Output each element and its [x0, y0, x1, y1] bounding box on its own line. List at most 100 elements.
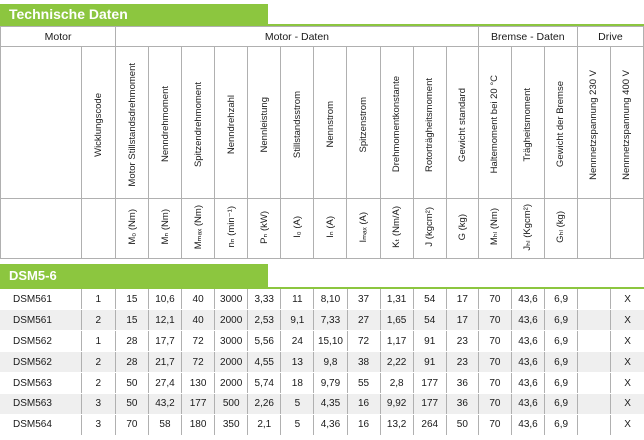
value-cell: 9,8 [313, 351, 347, 374]
value-cell: 177 [412, 393, 447, 415]
column-name-cell: Rotorträgheitsmoment [412, 46, 447, 199]
model-cell: DSM563 [0, 372, 82, 394]
value-cell: 6,9 [544, 372, 578, 394]
column-name-cell: Gewicht standard [445, 46, 479, 199]
value-cell: 17,7 [147, 330, 182, 353]
column-name-cell: Trägheitsmoment [510, 46, 545, 199]
value-cell: 43,6 [510, 393, 545, 415]
value-cell: 1,17 [379, 330, 414, 353]
column-name-cell: Nennstrom [313, 46, 348, 199]
column-name-label: Nennleistung [258, 96, 270, 153]
value-cell: 177 [412, 372, 447, 394]
model-cell: DSM562 [0, 351, 82, 374]
value-cell: 58 [147, 414, 182, 436]
value-cell: 2 [80, 372, 116, 394]
group-header-motor-daten: Motor - Daten [115, 26, 479, 47]
value-cell: 3,33 [247, 289, 281, 311]
value-cell: 24 [280, 330, 314, 353]
value-cell: 70 [477, 351, 512, 374]
column-name-cell: Nennnetzspannung 230 V [576, 46, 611, 199]
value-cell: 28 [114, 351, 149, 374]
column-units-row: M₀ (Nm) Mₙ (Nm) Mₘₐₓ (Nm) nₙ (min⁻¹) Pₙ (kW)… [0, 198, 644, 259]
column-name-label: Rotorträgheitsmoment [424, 77, 436, 172]
table-row: DSM562 1 28 17,7 72 3000 5,56 24 15,10 72 1,17 91 23… [0, 330, 644, 353]
column-name-cell: Drehmomentkonstante [379, 46, 414, 199]
column-name-cell: Stillstandsstrom [280, 46, 315, 199]
value-cell: 43,6 [510, 351, 545, 374]
column-unit-cell [609, 198, 644, 259]
column-unit-cell [81, 198, 117, 259]
value-cell: 11 [280, 289, 314, 311]
column-name-cell: Gewicht der Bremse [543, 46, 578, 199]
value-cell: 16 [346, 393, 381, 415]
column-name-label: Nennnetzspannung 230 V [588, 69, 600, 180]
value-cell: 2000 [214, 309, 248, 332]
value-cell: 6,9 [544, 330, 578, 353]
column-unit-cell [0, 198, 83, 259]
column-unit-label: Kₜ (Nm/A) [391, 206, 403, 248]
value-cell: 3000 [214, 289, 248, 311]
column-name-label: Nenndrehzahl [225, 94, 237, 155]
value-cell: 8,10 [313, 289, 347, 311]
value-cell: 50 [114, 393, 149, 415]
title-divider [0, 24, 644, 26]
value-cell [577, 393, 611, 415]
value-cell: 43,6 [510, 330, 545, 353]
value-cell: 500 [214, 393, 248, 415]
value-cell: 2,26 [247, 393, 281, 415]
value-cell: 16 [346, 414, 381, 436]
column-unit-cell: nₙ (min⁻¹) [214, 198, 249, 259]
value-cell: 2,22 [379, 351, 414, 374]
value-cell: 43,6 [510, 309, 545, 332]
value-cell [577, 372, 611, 394]
value-cell: 2000 [214, 372, 248, 394]
column-unit-label: Mₘₐₓ (Nm) [192, 204, 204, 250]
value-cell: 72 [346, 330, 381, 353]
column-unit-label: J (kgcm²) [424, 207, 436, 247]
column-unit-label: Jₕₗ (Kgcm²) [522, 203, 534, 251]
column-unit-cell: M₀ (Nm) [115, 198, 150, 259]
value-cell: 17 [445, 309, 479, 332]
value-cell: 9,1 [280, 309, 314, 332]
section-divider [0, 287, 644, 289]
column-unit-cell: Gₕₗ (kg) [543, 198, 578, 259]
value-cell: 38 [346, 351, 381, 374]
value-cell: 54 [412, 289, 447, 311]
value-cell: 5,74 [247, 372, 281, 394]
value-cell: 70 [477, 289, 512, 311]
column-name-label: Drehmomentkonstante [391, 76, 403, 173]
value-cell: 70 [477, 414, 512, 436]
column-name-cell: Nennnetzspannung 400 V [609, 46, 644, 199]
value-cell: 40 [181, 289, 215, 311]
column-unit-label: Mₕₗ (Nm) [489, 208, 501, 246]
value-cell: 70 [477, 330, 512, 353]
column-name-label: Nennnetzspannung 400 V [621, 69, 633, 180]
value-cell: 4,35 [313, 393, 347, 415]
value-cell: 23 [445, 330, 479, 353]
value-cell: 54 [412, 309, 447, 332]
value-cell: 50 [114, 372, 149, 394]
value-cell: 1 [80, 289, 116, 311]
model-cell: DSM564 [0, 414, 82, 436]
column-unit-cell: G (kg) [445, 198, 479, 259]
value-cell: 18 [280, 372, 314, 394]
model-cell: DSM563 [0, 393, 82, 415]
value-cell [577, 351, 611, 374]
value-cell: X [610, 309, 644, 332]
value-cell: 6,9 [544, 289, 578, 311]
value-cell: 12,1 [147, 309, 182, 332]
column-unit-cell: J (kgcm²) [412, 198, 447, 259]
column-name-cell: Nennleistung [247, 46, 282, 199]
column-unit-cell: Kₜ (Nm/A) [379, 198, 414, 259]
column-name-label: Spitzendrehmoment [192, 81, 204, 168]
value-cell: 9,92 [379, 393, 414, 415]
column-names-row: Wicklungscode Motor Stillstandsdrehmoment… [0, 46, 644, 199]
column-name-cell [0, 46, 83, 199]
value-cell: 6,9 [544, 393, 578, 415]
column-name-label: Haltemoment bei 20 °C [489, 75, 501, 174]
value-cell: 2,8 [379, 372, 414, 394]
value-cell [577, 330, 611, 353]
value-cell: 2000 [214, 351, 248, 374]
column-unit-label: Iₙ (A) [324, 216, 336, 238]
value-cell: 13,2 [379, 414, 414, 436]
